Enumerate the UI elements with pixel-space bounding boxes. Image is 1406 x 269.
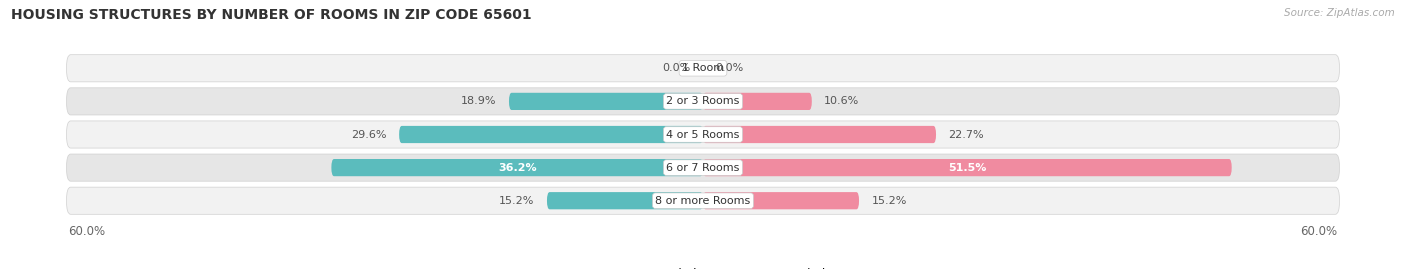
Text: Source: ZipAtlas.com: Source: ZipAtlas.com — [1284, 8, 1395, 18]
Text: 22.7%: 22.7% — [949, 129, 984, 140]
FancyBboxPatch shape — [547, 192, 703, 209]
Text: 36.2%: 36.2% — [498, 162, 537, 173]
FancyBboxPatch shape — [703, 126, 936, 143]
Text: 0.0%: 0.0% — [662, 63, 690, 73]
Text: 51.5%: 51.5% — [948, 162, 987, 173]
FancyBboxPatch shape — [399, 126, 703, 143]
FancyBboxPatch shape — [66, 187, 1340, 214]
FancyBboxPatch shape — [332, 159, 703, 176]
Text: 6 or 7 Rooms: 6 or 7 Rooms — [666, 162, 740, 173]
Legend: Owner-occupied, Renter-occupied: Owner-occupied, Renter-occupied — [575, 264, 831, 269]
FancyBboxPatch shape — [703, 93, 811, 110]
FancyBboxPatch shape — [703, 192, 859, 209]
Text: HOUSING STRUCTURES BY NUMBER OF ROOMS IN ZIP CODE 65601: HOUSING STRUCTURES BY NUMBER OF ROOMS IN… — [11, 8, 531, 22]
Text: 2 or 3 Rooms: 2 or 3 Rooms — [666, 96, 740, 107]
FancyBboxPatch shape — [66, 88, 1340, 115]
Text: 4 or 5 Rooms: 4 or 5 Rooms — [666, 129, 740, 140]
Text: 15.2%: 15.2% — [499, 196, 534, 206]
Text: 8 or more Rooms: 8 or more Rooms — [655, 196, 751, 206]
Text: 0.0%: 0.0% — [716, 63, 744, 73]
Text: 15.2%: 15.2% — [872, 196, 907, 206]
Text: 10.6%: 10.6% — [824, 96, 859, 107]
FancyBboxPatch shape — [66, 154, 1340, 181]
Text: 29.6%: 29.6% — [352, 129, 387, 140]
Text: 18.9%: 18.9% — [461, 96, 496, 107]
FancyBboxPatch shape — [66, 55, 1340, 82]
FancyBboxPatch shape — [66, 121, 1340, 148]
Text: 1 Room: 1 Room — [682, 63, 724, 73]
FancyBboxPatch shape — [703, 159, 1232, 176]
FancyBboxPatch shape — [509, 93, 703, 110]
